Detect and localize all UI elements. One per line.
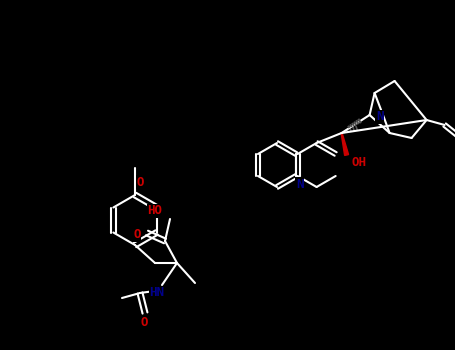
Text: OH: OH [351, 156, 366, 169]
Text: HO: HO [147, 204, 162, 217]
Text: O: O [136, 175, 144, 189]
Polygon shape [341, 133, 349, 155]
Text: N: N [376, 111, 384, 124]
Text: N: N [296, 177, 303, 190]
Text: HN: HN [150, 287, 165, 300]
Text: O: O [133, 229, 141, 241]
Text: O: O [140, 316, 148, 329]
